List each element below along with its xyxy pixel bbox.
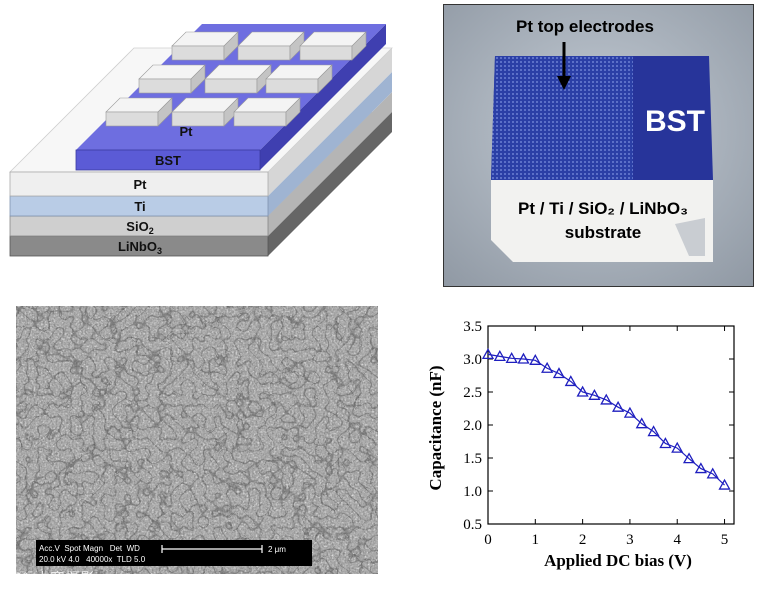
photo-frame [443,4,754,287]
cv-data-point [706,467,719,479]
pt-electrode-pad-front [105,111,159,127]
pt-layer-label: Pt [134,177,148,192]
x-axis-label: Applied DC bias (V) [544,551,692,570]
sem-crack-texture [16,306,378,574]
sem-info-row2: 20.0 kV 4.0 40000x TLD 5.0 [39,555,146,564]
layer-stack-diagram: Pt BST Pt Ti SiO2 LiNbO3 [9,24,393,257]
cv-data-point [588,388,601,400]
y-tick-label: 3.5 [463,319,482,335]
y-tick-label: 2.0 [463,418,482,434]
cv-data-point [552,367,566,379]
cv-data-point [659,437,672,449]
capacitance-chart: 0.5 1.0 1.5 2.0 2.5 3.0 3.5 0 1 2 3 4 5 Applied DC … [426,319,735,570]
sio2-layer-label: SiO2 [126,219,153,236]
cv-data-point [623,406,637,418]
pt-electrode-pad-front [204,78,258,94]
linbo3-layer-label: LiNbO3 [118,239,162,256]
pt-electrode-pad-front [299,45,353,61]
y-tick-label: 2.5 [463,385,482,401]
cv-data-point [541,361,554,373]
cv-data-point [718,478,731,490]
cv-data-point [481,348,495,360]
electrode-array [491,56,633,180]
pt-electrode-pad-front [237,45,291,61]
pt-electrode-pad-side [317,64,333,94]
cv-data-point [635,417,648,429]
x-tick-label: 2 [579,532,587,548]
substrate-layers-label: Pt / Ti / SiO₂ / LiNbO₃ [518,199,688,218]
pt-electrode-pad-front [171,45,225,61]
x-tick-label: 5 [721,532,729,548]
cv-data-point [505,352,518,363]
cv-data-point [611,400,625,412]
ti-layer-label: Ti [134,199,145,214]
pt-top-electrodes-label: Pt top electrodes [516,17,654,36]
pt-electrode-pad-front [265,78,319,94]
cv-series-points [481,348,731,490]
x-tick-label: 4 [673,532,681,548]
y-axis-label: Capacitance (nF) [426,365,445,490]
cv-data-point [647,425,660,437]
sem-info-bar [36,540,312,566]
bst-layer-front [75,149,261,171]
cv-data-point [564,375,577,387]
x-tick-label: 0 [484,532,492,548]
pt-electrode-grid [105,31,367,127]
y-tick-label: 1.0 [463,484,482,500]
cv-data-point [694,462,707,474]
pt-electrode-pad-side [351,31,367,61]
cv-data-point [517,352,530,364]
x-tick-label: 1 [532,532,540,548]
watermark: IC° 大赛摄影 [6,571,96,587]
pt-electrode-pad-side [285,97,301,127]
sem-info-row1: Acc.V Spot Magn Det WD [39,544,140,553]
linbo3-layer-side [268,112,392,256]
pt-layer-side [268,48,392,196]
substrate-reflection [675,218,705,256]
cv-data-point [671,441,684,453]
cv-data-point [493,350,506,362]
cv-data-point [600,393,613,405]
x-tick-label: 3 [626,532,634,548]
electrode-arrow-head [557,76,571,90]
x-axis: 0 1 2 3 4 5 [484,326,728,548]
electrode-label: Pt [180,124,194,139]
pt-layer-front [9,171,269,197]
y-axis: 0.5 1.0 1.5 2.0 2.5 3.0 3.5 [463,319,734,533]
bst-film-label: BST [645,105,705,138]
cv-data-point [576,385,589,397]
cv-data-point [682,452,696,464]
sem-micrograph: Acc.V Spot Magn Det WD 20.0 kV 4.0 40000… [16,306,378,574]
substrate-label: substrate [565,223,642,242]
y-tick-label: 1.5 [463,451,482,467]
cv-data-point [529,353,542,365]
pt-electrode-pad-front [138,78,192,94]
ti-layer-side [268,72,392,216]
pt-electrode-pad-front [233,111,287,127]
sio2-layer-side [268,92,392,236]
bst-layer-side [260,24,386,170]
device-photo: Pt top electrodes BST Pt / Ti / SiO₂ / L… [443,4,754,287]
substrate-chip [491,180,713,262]
y-tick-label: 3.0 [463,352,482,368]
y-tick-label: 0.5 [463,517,482,533]
cv-series-line [487,353,725,486]
sem-scale-label: 2 μm [268,545,286,554]
bst-layer-label: BST [155,153,181,168]
